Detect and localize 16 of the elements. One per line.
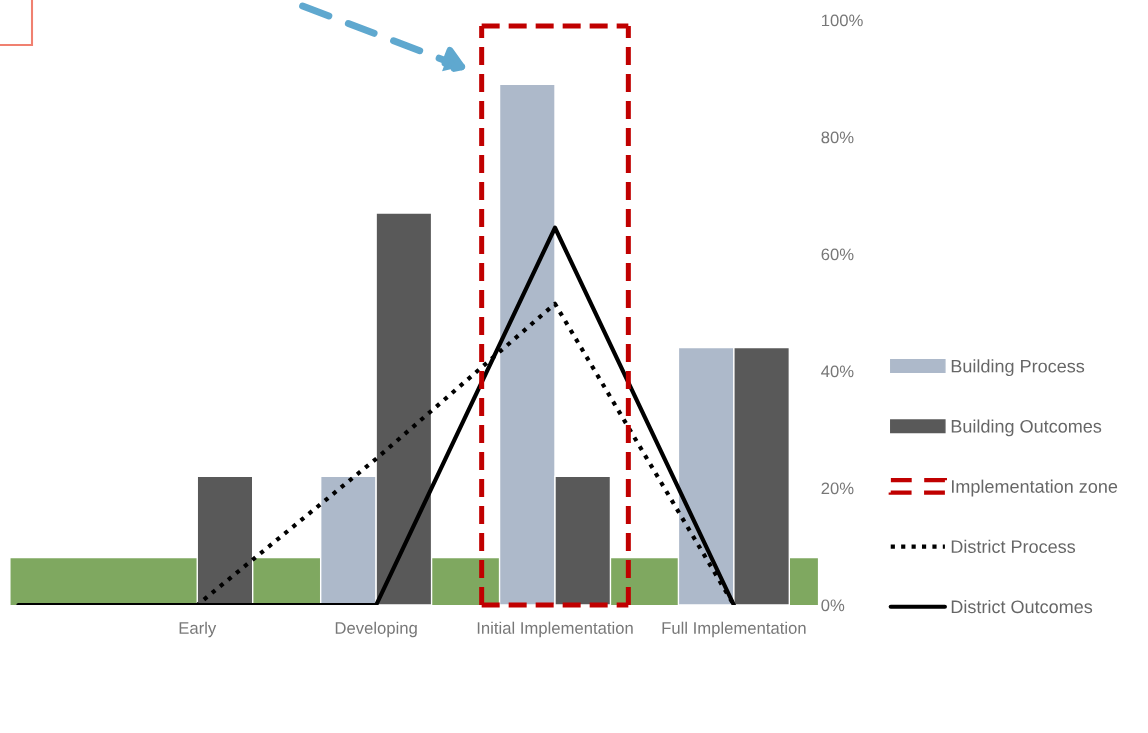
legend-label: Building Process bbox=[951, 359, 1085, 377]
text: Implementation zone bbox=[951, 479, 1118, 497]
bar bbox=[196, 475, 254, 606]
x-tick-label: Early bbox=[179, 621, 217, 638]
y-tick-label: 0% bbox=[821, 599, 845, 612]
y-tick-label: 80% bbox=[821, 131, 854, 144]
legend-label: Building Outcomes bbox=[951, 419, 1102, 437]
y-tick-label: 20% bbox=[821, 482, 854, 495]
x-tick-label: Developing bbox=[335, 621, 417, 638]
y-tick-label: 40% bbox=[821, 365, 854, 378]
y-tick-label: 60% bbox=[821, 248, 854, 261]
legend-label: District Process bbox=[951, 539, 1076, 554]
legend-label: District Outcomes bbox=[951, 599, 1093, 614]
x-tick-label: Full Implementation bbox=[662, 621, 806, 638]
x-tick-label: Initial Implementation bbox=[477, 621, 633, 638]
y-tick-label: 100% bbox=[822, 14, 863, 27]
